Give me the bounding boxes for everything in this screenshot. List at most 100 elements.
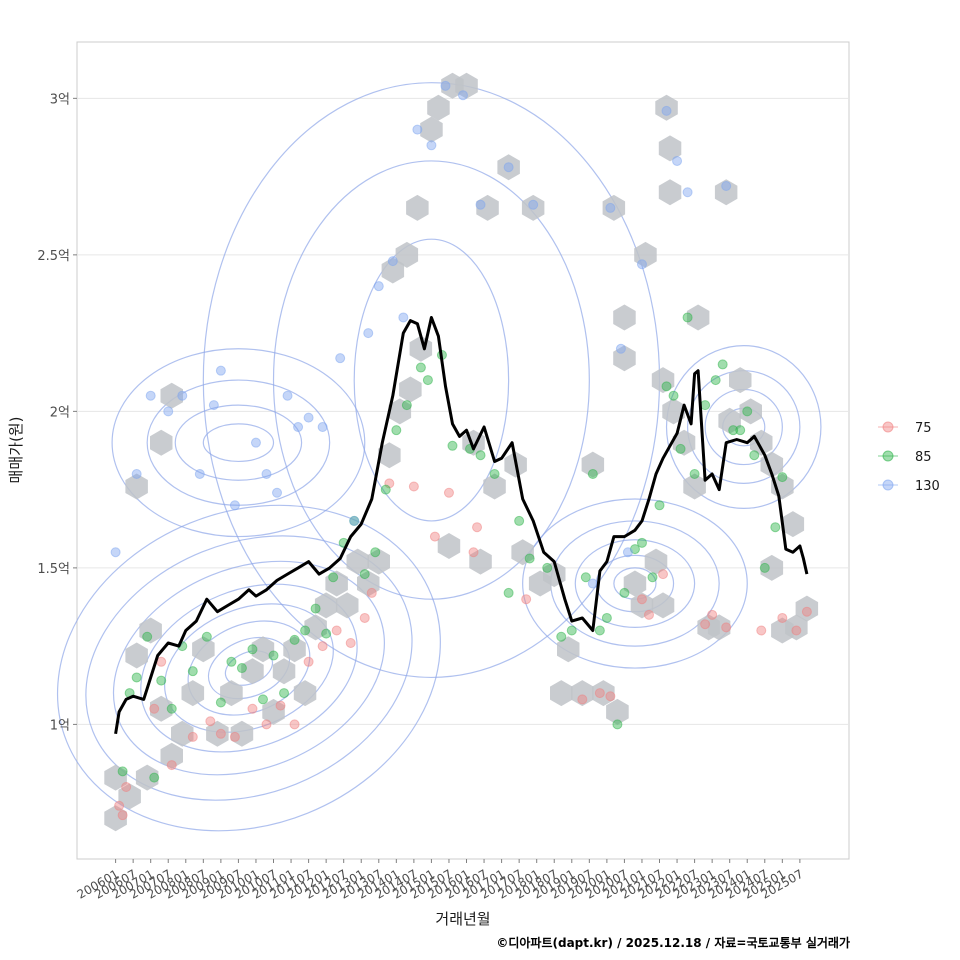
- point-85: [142, 631, 153, 642]
- point-85: [187, 666, 198, 677]
- hexbin: [388, 398, 412, 425]
- hexbin: [171, 720, 194, 747]
- hexbin: [135, 764, 159, 791]
- point-130: [250, 437, 261, 448]
- point-75: [756, 625, 767, 636]
- hexbin: [606, 698, 629, 725]
- hexbin: [613, 304, 636, 331]
- point-85: [770, 522, 781, 533]
- point-75: [166, 760, 177, 771]
- point-75: [777, 612, 788, 623]
- trend-line: [114, 316, 809, 735]
- point-85: [682, 312, 693, 323]
- point-85: [447, 440, 458, 451]
- point-130: [528, 199, 539, 210]
- point-85: [594, 625, 605, 636]
- hexbin: [104, 764, 127, 791]
- hexbin: [718, 407, 741, 434]
- point-85: [401, 400, 412, 411]
- hexbin: [683, 473, 706, 500]
- point-85: [661, 381, 672, 392]
- hexbin: [437, 533, 461, 559]
- density-contour: [522, 498, 748, 669]
- point-75: [408, 481, 419, 492]
- legend-key-75: [882, 421, 894, 433]
- y-axis-ticks: 1억 1.5억 2억 2.5억 3억: [37, 92, 77, 733]
- point-130: [615, 343, 626, 354]
- point-130: [475, 199, 486, 210]
- legend-label: 85: [915, 450, 932, 465]
- point-75: [205, 716, 216, 727]
- point-85: [321, 628, 332, 639]
- point-85: [226, 656, 237, 667]
- density-contour: [56, 504, 441, 832]
- point-75: [261, 719, 272, 730]
- point-85: [328, 572, 339, 583]
- point-75: [275, 700, 286, 711]
- point-85: [619, 587, 630, 598]
- hexbin: [662, 398, 685, 425]
- hexbin: [623, 570, 647, 597]
- point-130: [229, 500, 240, 511]
- hexbin: [104, 805, 127, 832]
- grid-layer: [77, 97, 849, 725]
- legend-label: 75: [915, 421, 932, 436]
- hexbin: [406, 194, 429, 221]
- x-axis-ticks: 2006012006072007012007072008012008072009…: [75, 859, 806, 902]
- point-75: [521, 594, 532, 605]
- hexbin: [381, 257, 405, 284]
- hexbin: [651, 367, 675, 394]
- hexbin: [118, 783, 141, 810]
- point-85: [489, 468, 500, 479]
- point-75: [359, 612, 370, 623]
- hexbin: [658, 179, 682, 206]
- point-75: [149, 703, 160, 714]
- point-130: [215, 365, 226, 376]
- hexbin: [521, 194, 545, 221]
- point-85: [201, 631, 212, 642]
- point-130: [587, 578, 598, 589]
- y-tick-label: 2.5억: [37, 249, 70, 264]
- hexbin: [420, 116, 443, 143]
- hexbin: [230, 720, 254, 747]
- density-contour: [272, 160, 590, 600]
- hexbin: [557, 636, 580, 663]
- hexbin: [139, 617, 162, 644]
- hexbin: [651, 592, 675, 619]
- hexbin: [378, 442, 401, 469]
- point-85: [300, 625, 311, 636]
- point-85: [689, 468, 700, 479]
- point-75: [229, 731, 240, 742]
- point-85: [117, 766, 128, 777]
- hexbin: [160, 382, 183, 409]
- point-85: [647, 572, 658, 583]
- density-contour: [111, 348, 366, 538]
- point-75: [636, 594, 647, 605]
- scatter-points: [110, 80, 812, 821]
- point-130: [163, 406, 174, 417]
- y-tick-label: 3억: [50, 92, 70, 107]
- trend-line-layer: [114, 316, 809, 735]
- point-130: [349, 515, 360, 526]
- hexbin: [427, 94, 450, 121]
- point-75: [443, 487, 454, 498]
- point-85: [279, 688, 290, 699]
- point-75: [215, 728, 226, 739]
- point-130: [208, 400, 219, 411]
- hexbin: [150, 695, 173, 722]
- hexbin: [367, 548, 390, 575]
- point-75: [331, 625, 342, 636]
- hexbin: [497, 154, 520, 181]
- point-130: [194, 468, 205, 479]
- point-85: [728, 425, 739, 436]
- point-130: [303, 412, 314, 423]
- hexbin: [634, 241, 657, 268]
- hexbin: [714, 179, 738, 206]
- y-tick-label: 1억: [50, 718, 70, 733]
- density-contour: [574, 539, 696, 628]
- hexbin: [293, 680, 317, 707]
- point-85: [247, 644, 258, 655]
- point-75: [114, 800, 125, 811]
- point-130: [261, 468, 272, 479]
